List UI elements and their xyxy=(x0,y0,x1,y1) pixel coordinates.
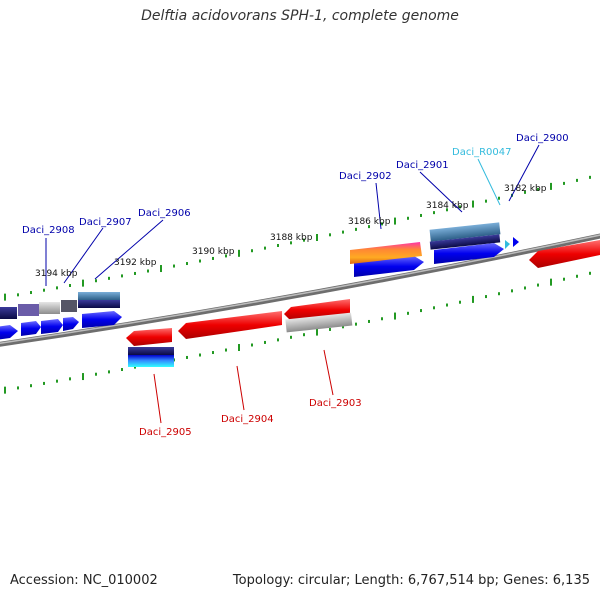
gene-arrow[interactable] xyxy=(350,242,422,264)
accession-text: Accession: NC_010002 xyxy=(10,573,158,588)
kbp-label: 3192 kbp xyxy=(114,258,157,268)
kbp-label: 3182 kbp xyxy=(504,184,547,194)
gene-label[interactable]: Daci_R0047 xyxy=(452,147,512,158)
gene-arrow[interactable] xyxy=(284,299,350,321)
gene-label[interactable]: Daci_2907 xyxy=(79,217,132,228)
gene-arrow[interactable] xyxy=(0,325,18,340)
label-leader-lines xyxy=(45,144,540,424)
gene-labels-upper: Daci_2908 Daci_2907 Daci_2906 Daci_2902 … xyxy=(22,133,569,236)
gene-arrow[interactable] xyxy=(21,321,41,336)
gene-arrow[interactable] xyxy=(529,240,600,268)
gene-box[interactable] xyxy=(61,300,77,312)
gene-labels-lower: Daci_2905 Daci_2904 Daci_2903 xyxy=(139,398,362,438)
gene-box[interactable] xyxy=(128,355,174,367)
kbp-label: 3188 kbp xyxy=(270,233,313,243)
gene-arrow[interactable] xyxy=(63,317,79,331)
kbp-label: 3184 kbp xyxy=(426,201,469,211)
gene-arrow[interactable] xyxy=(82,311,122,328)
gene-arrow[interactable] xyxy=(41,319,63,334)
gene-box[interactable] xyxy=(285,312,353,333)
gene-label[interactable]: Daci_2904 xyxy=(221,414,274,425)
gene-box[interactable] xyxy=(0,307,17,319)
upper-scale-track xyxy=(4,175,591,301)
gene-arrow[interactable] xyxy=(178,311,282,339)
gene-box[interactable] xyxy=(78,292,120,300)
kbp-label: 3186 kbp xyxy=(348,217,391,227)
rna-gene-arrow[interactable] xyxy=(505,240,510,249)
gene-box[interactable] xyxy=(18,304,39,316)
gene-box[interactable] xyxy=(429,222,501,242)
gene-label[interactable]: Daci_2903 xyxy=(309,398,362,409)
gene-label[interactable]: Daci_2908 xyxy=(22,225,75,236)
kbp-labels: 3194 kbp 3192 kbp 3190 kbp 3188 kbp 3186… xyxy=(35,184,547,279)
gene-label[interactable]: Daci_2905 xyxy=(139,427,192,438)
gene-box[interactable] xyxy=(78,300,120,308)
forward-strand-genes xyxy=(0,222,519,340)
gene-label[interactable]: Daci_2902 xyxy=(339,171,392,182)
gene-label[interactable]: Daci_2901 xyxy=(396,160,449,171)
lower-scale-track xyxy=(4,271,591,394)
gene-box[interactable] xyxy=(128,347,174,355)
gene-arrow[interactable] xyxy=(126,328,172,346)
genome-backbone xyxy=(0,233,600,347)
gene-label[interactable]: Daci_2906 xyxy=(138,208,191,219)
gene-label[interactable]: Daci_2900 xyxy=(516,133,569,144)
gene-arrow[interactable] xyxy=(513,237,519,247)
gene-box[interactable] xyxy=(429,234,501,250)
kbp-label: 3190 kbp xyxy=(192,247,235,257)
genome-backbone-highlight xyxy=(0,234,600,345)
kbp-label: 3194 kbp xyxy=(35,269,78,279)
gene-box[interactable] xyxy=(39,302,60,314)
page-title: Delftia acidovorans SPH-1, complete geno… xyxy=(141,8,459,24)
topology-text: Topology: circular; Length: 6,767,514 bp… xyxy=(232,573,590,588)
gene-arrow[interactable] xyxy=(434,243,504,264)
reverse-strand-genes xyxy=(126,240,600,367)
